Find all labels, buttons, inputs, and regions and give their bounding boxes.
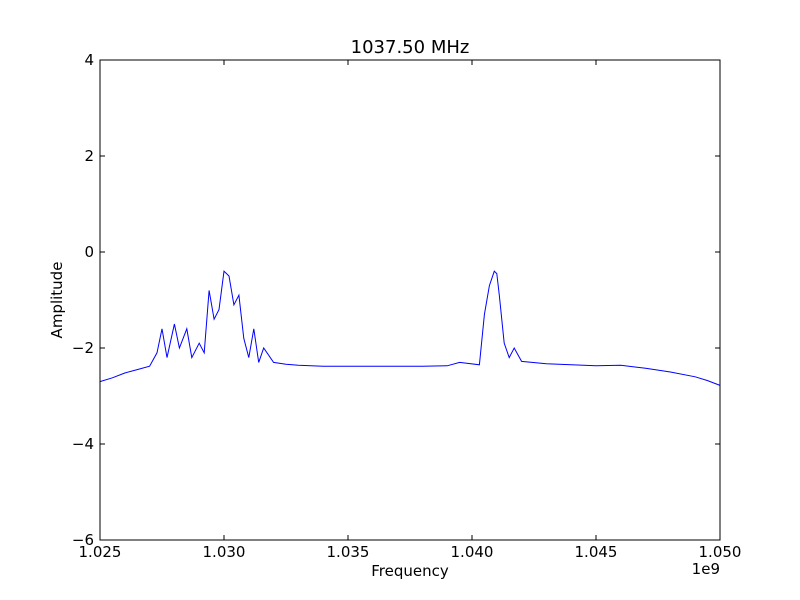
x-tick-label: 1.035 [327,543,370,561]
x-tick-label: 1.040 [451,543,494,561]
y-axis-label: Amplitude [48,262,66,339]
y-tick-label: 4 [84,51,94,69]
plot-frame [99,59,721,541]
y-tick-label: 2 [84,147,94,165]
x-axis-offset-label: 1e9 [692,560,720,578]
y-tick-label: −4 [72,435,94,453]
x-axis-label: Frequency [371,562,449,580]
y-tick-label: −2 [72,339,94,357]
chart-title: 1037.50 MHz [351,37,470,58]
x-tick-label: 1.050 [699,543,742,561]
amplitude-series-line [99,270,721,386]
x-tick-label: 1.025 [79,543,122,561]
x-axis: 1.025 1.030 1.035 1.040 1.045 1.050 [79,60,742,561]
y-tick-label: 0 [84,243,94,261]
y-tick-label: −6 [72,531,94,549]
x-tick-label: 1.030 [203,543,246,561]
x-tick-label: 1.045 [575,543,618,561]
